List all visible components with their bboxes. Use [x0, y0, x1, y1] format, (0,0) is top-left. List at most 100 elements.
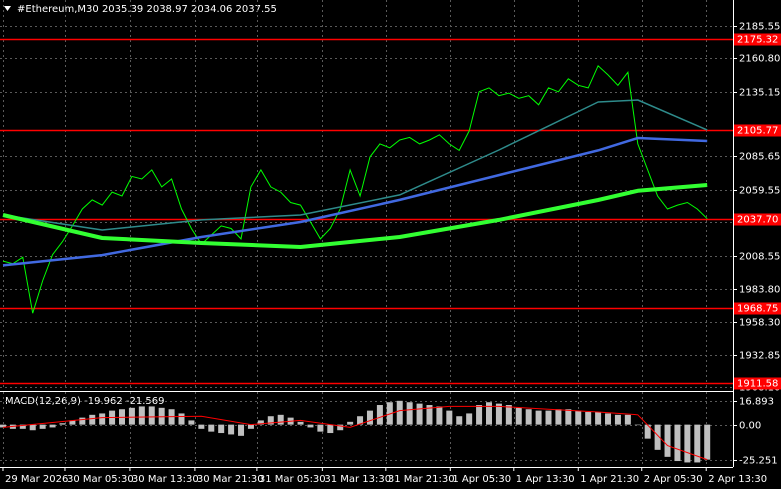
y-tick-label: 1958.30 [739, 318, 780, 329]
y-tick-label: 2160.80 [739, 54, 780, 65]
histogram-bar [416, 403, 423, 425]
histogram-bar [376, 405, 383, 425]
histogram-bar [436, 406, 443, 425]
histogram-bar [69, 420, 76, 425]
y-tick-label: 0.00 [739, 421, 761, 432]
histogram-bar [29, 424, 36, 431]
x-tick-label: 31 Mar 13:30 [324, 474, 391, 485]
moving-average [2, 99, 708, 231]
x-tick-label: 29 Mar 2026 [5, 474, 68, 485]
x-tick-label: 30 Mar 05:30 [67, 474, 134, 485]
histogram-bar [664, 424, 671, 457]
histogram-bar [406, 402, 413, 425]
moving-average [2, 136, 708, 267]
level-label-box [734, 213, 781, 226]
histogram-bar [575, 410, 582, 425]
histogram-bar [99, 413, 106, 425]
histogram-bar [238, 424, 245, 436]
histogram-bar [218, 424, 225, 434]
histogram-bar [247, 424, 254, 429]
level-label: 1968.75 [737, 304, 778, 315]
histogram-bar [485, 402, 492, 425]
histogram-bar [495, 403, 502, 425]
histogram-bar [505, 405, 512, 425]
histogram-bar [476, 405, 483, 425]
indicator-title: MACD(12,26,9) -19.962 -21.569 [5, 396, 165, 407]
histogram-bar [565, 409, 572, 425]
signal-line [2, 405, 708, 461]
histogram-bar [208, 424, 215, 432]
histogram-bar [555, 409, 562, 425]
histogram-bar [515, 407, 522, 425]
histogram-bar [267, 416, 274, 425]
y-tick-label: 2185.55 [739, 22, 780, 33]
histogram-bar [79, 417, 86, 425]
histogram-bar [585, 412, 592, 425]
x-tick-label: 2 Apr 13:30 [708, 474, 767, 485]
histogram-bar [257, 420, 264, 425]
x-tick-label: 1 Apr 05:30 [452, 474, 511, 485]
y-tick-label: 2085.65 [739, 152, 780, 163]
histogram-bar [634, 424, 641, 426]
histogram-bar [49, 424, 56, 428]
menu-arrow [4, 6, 11, 11]
histogram-bar [357, 416, 364, 425]
histogram-bar [456, 416, 463, 425]
histogram-bar [317, 424, 324, 432]
histogram-bar [19, 424, 26, 429]
histogram-bar [684, 424, 691, 463]
level-label: 2105.77 [737, 126, 778, 137]
histogram-bar [545, 410, 552, 425]
moving-average [2, 183, 708, 249]
histogram-bar [525, 409, 532, 425]
histogram-bar [188, 420, 195, 425]
histogram-bar [39, 424, 46, 429]
histogram-bar [674, 424, 681, 462]
histogram-bar [148, 406, 155, 425]
level-label-box [734, 377, 781, 390]
histogram-bar [426, 405, 433, 425]
histogram-bar [228, 424, 235, 435]
histogram-bar [128, 407, 135, 425]
level-label-box [734, 302, 781, 315]
x-tick-label: 30 Mar 13:30 [132, 474, 199, 485]
histogram-bar [297, 421, 304, 425]
histogram-bar [138, 406, 145, 425]
x-tick-label: 1 Apr 13:30 [516, 474, 575, 485]
histogram-bar [624, 414, 631, 425]
y-tick-label: 2008.55 [739, 252, 780, 263]
level-label: 2037.70 [737, 215, 778, 226]
chart-title: #Ethereum,M30 2035.39 2038.97 2034.06 20… [17, 4, 277, 15]
level-label-box [734, 124, 781, 137]
histogram-bar [366, 410, 373, 425]
level-label-box [734, 33, 781, 46]
histogram-bar [158, 407, 165, 425]
histogram-bar [0, 424, 6, 428]
y-tick-label: 1983.80 [739, 285, 780, 296]
histogram-bar [466, 413, 473, 425]
y-tick-label: 2059.55 [739, 186, 780, 197]
level-label: 1911.58 [737, 379, 778, 390]
price-line [2, 64, 708, 314]
histogram-bar [694, 424, 701, 463]
histogram-bar [59, 423, 66, 425]
y-tick-label: 2135.15 [739, 88, 780, 99]
histogram-bar [327, 424, 334, 434]
y-tick-label: 16.893 [739, 397, 774, 408]
histogram-bar [595, 412, 602, 425]
histogram-bar [89, 414, 96, 425]
histogram-bar [198, 424, 205, 429]
histogram-bar [396, 400, 403, 425]
histogram-bar [446, 410, 453, 425]
histogram-bar [535, 410, 542, 425]
histogram-bar [605, 413, 612, 425]
level-label: 2175.32 [737, 35, 778, 46]
x-tick-label: 31 Mar 05:30 [259, 474, 326, 485]
histogram-bar [347, 421, 354, 425]
histogram-bar [654, 424, 661, 450]
x-tick-label: 2 Apr 05:30 [644, 474, 703, 485]
x-tick-label: 31 Mar 21:30 [388, 474, 455, 485]
y-tick-label: -25.251 [739, 456, 778, 467]
histogram-bar [644, 424, 651, 439]
